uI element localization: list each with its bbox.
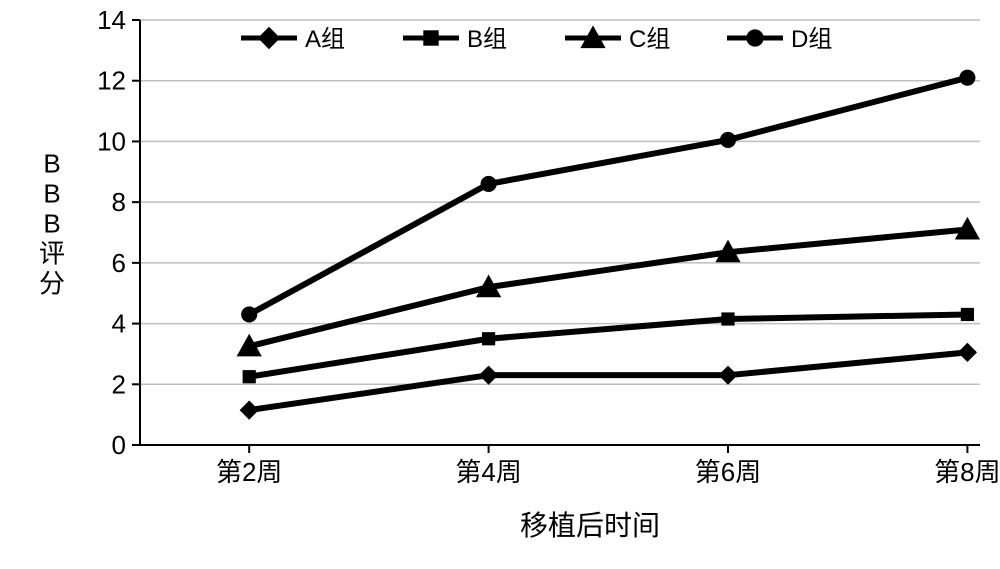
chart-container: 02468101214第2周第4周第6周第8周BBB评分移植后时间A组B组C组D… [0, 0, 1000, 569]
y-tick-label: 14 [97, 5, 126, 35]
x-tick-label: 第8周 [934, 457, 1000, 487]
legend-label: B组 [467, 26, 507, 53]
line-chart: 02468101214第2周第4周第6周第8周BBB评分移植后时间A组B组C组D… [0, 0, 1000, 569]
y-tick-label: 10 [97, 126, 126, 156]
x-tick-label: 第4周 [455, 457, 521, 487]
x-tick-label: 第2周 [216, 457, 282, 487]
x-tick-label: 第6周 [695, 457, 761, 487]
y-tick-label: 0 [112, 430, 126, 460]
y-tick-label: 6 [112, 248, 126, 278]
y-tick-label: 2 [112, 369, 126, 399]
x-axis-title: 移植后时间 [520, 510, 660, 541]
y-tick-label: 8 [112, 187, 126, 217]
y-tick-label: 4 [112, 309, 126, 339]
legend-label: A组 [305, 26, 345, 53]
legend-label: C组 [629, 26, 670, 53]
legend-label: D组 [791, 26, 832, 53]
y-tick-label: 12 [97, 66, 126, 96]
